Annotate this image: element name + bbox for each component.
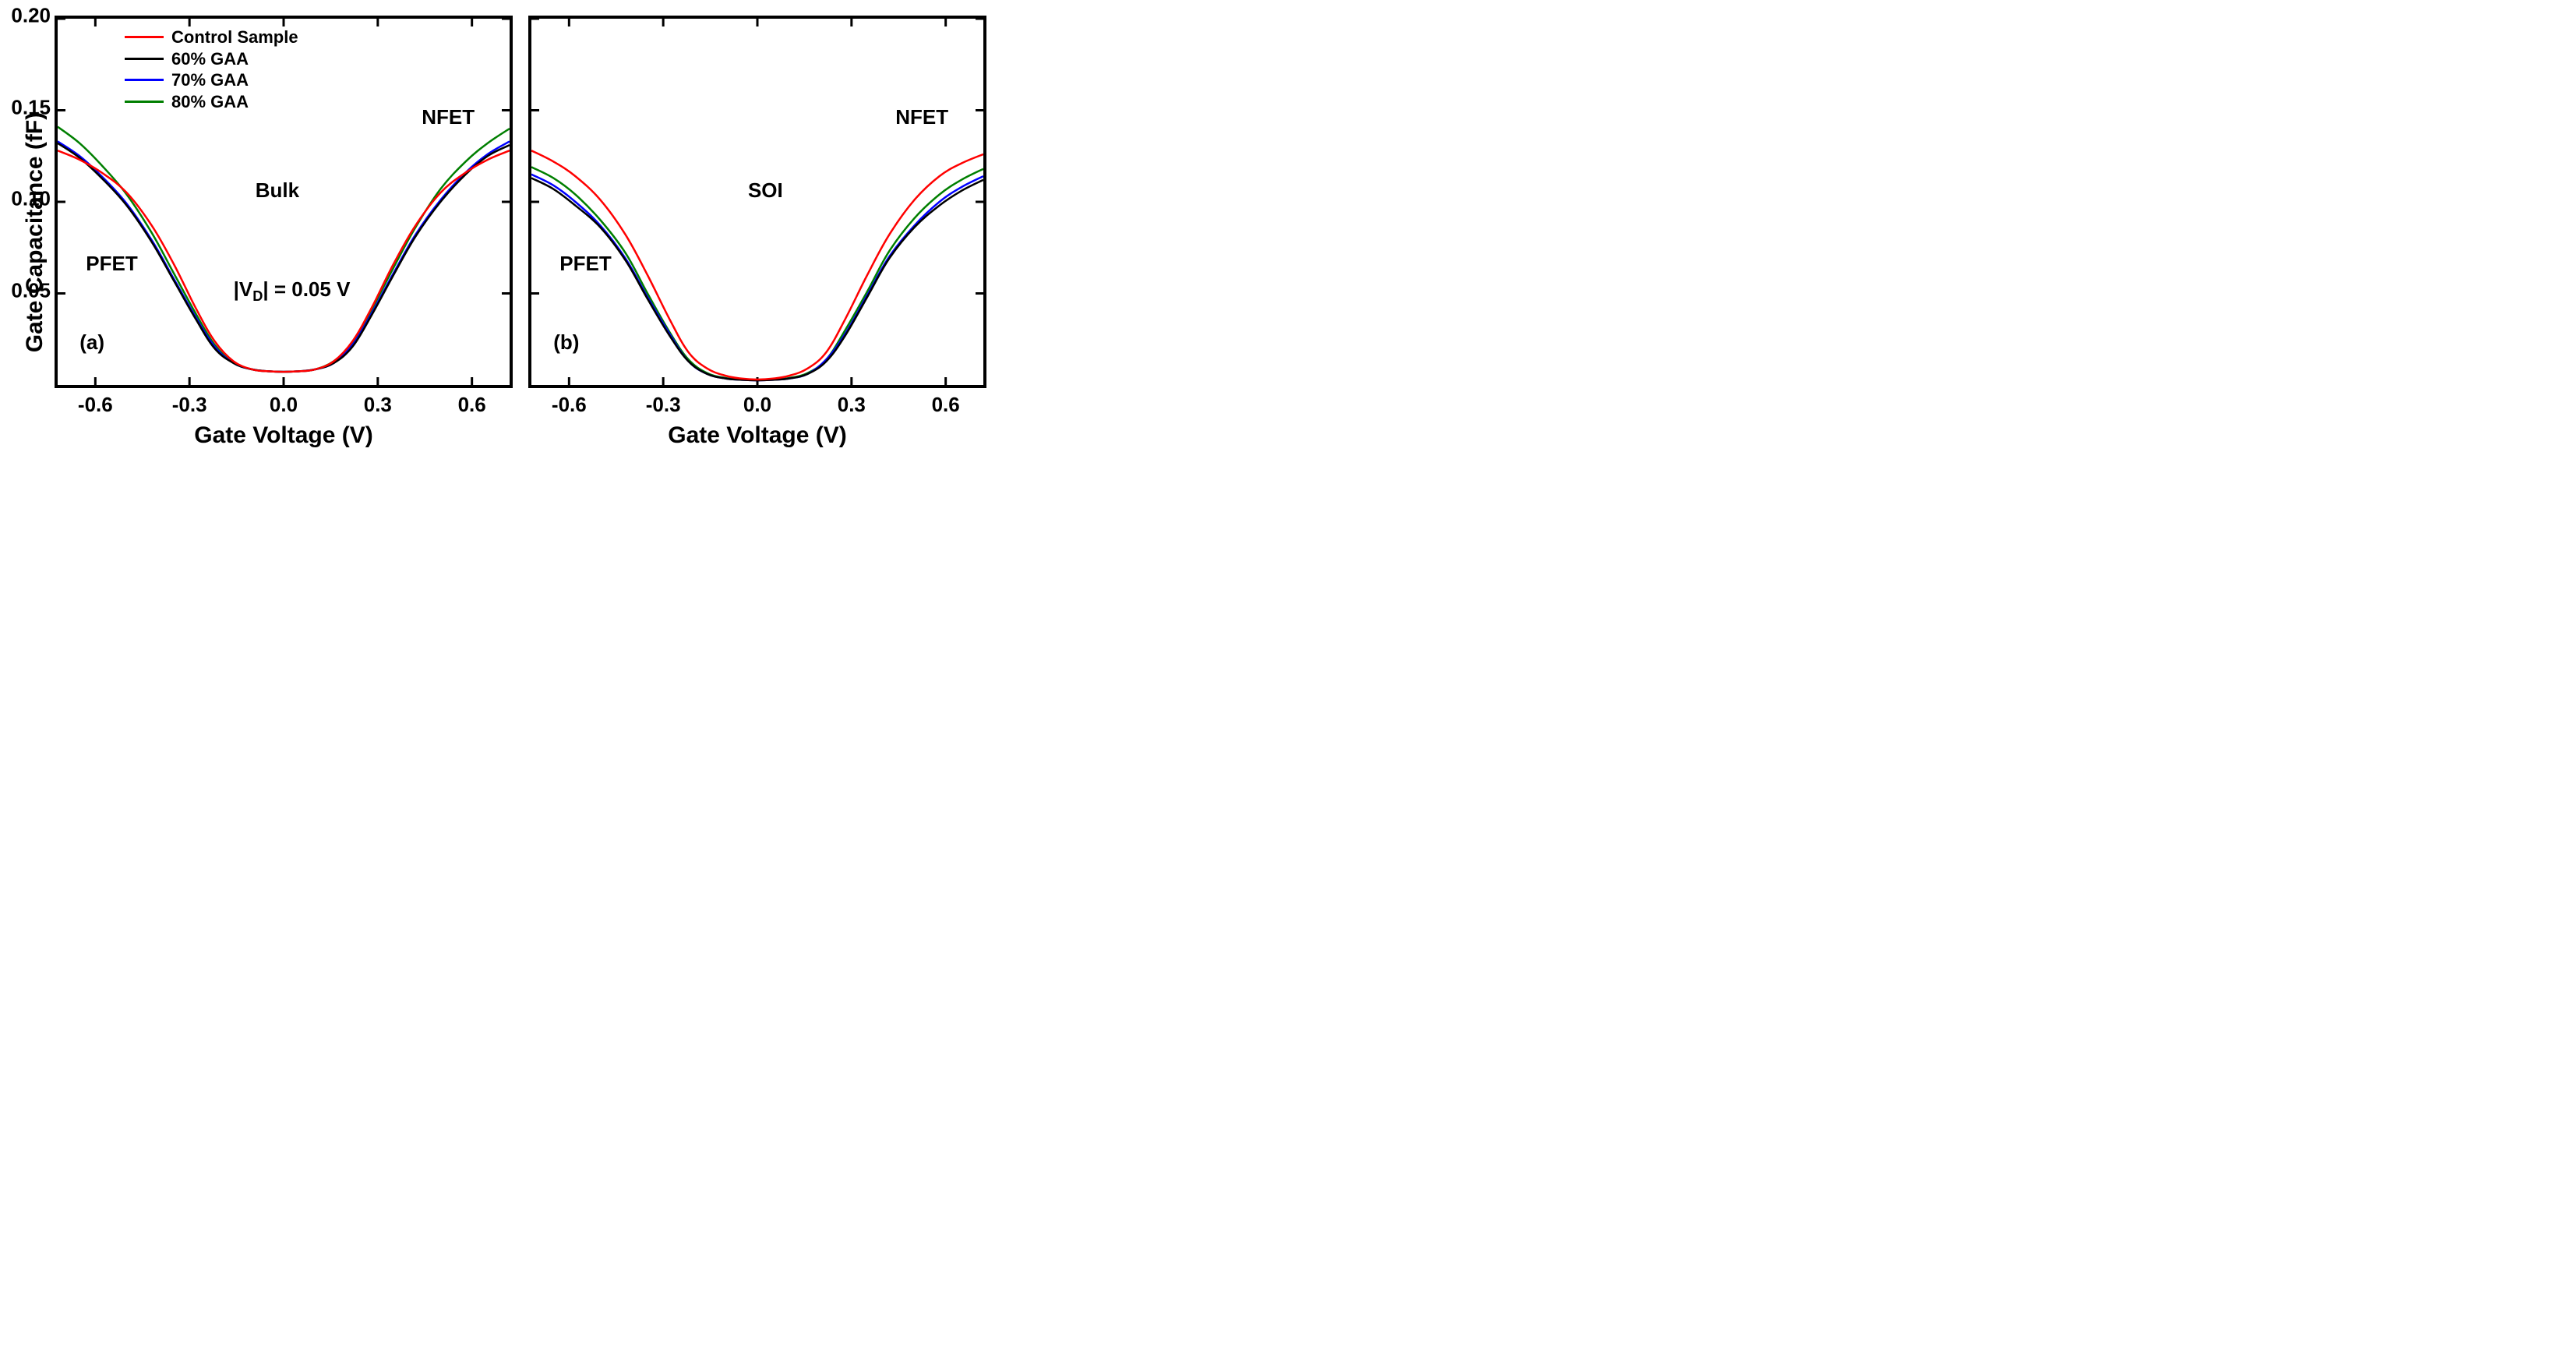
x-ticks: -0.6 -0.3 0.0 0.3 0.6 — [55, 388, 513, 419]
plot-area-a: 0.050.100.150.20Control Sample60% GAA70%… — [55, 16, 513, 388]
x-tick-label: -0.6 — [78, 393, 113, 417]
legend: Control Sample60% GAA70% GAA80% GAA — [125, 26, 298, 112]
annot-tag: (b) — [553, 330, 579, 355]
legend-swatch — [125, 58, 164, 60]
panels-container: 0.050.100.150.20Control Sample60% GAA70%… — [55, 16, 986, 449]
x-tick-label: 0.3 — [838, 393, 866, 417]
annot-pfet: PFET — [559, 252, 611, 276]
legend-swatch — [125, 101, 164, 103]
series-gaa80 — [58, 127, 510, 372]
x-tick-label: 0.0 — [270, 393, 298, 417]
panel-b: PFET NFET SOI (b) -0.6 -0.3 0.0 0.3 0.6 Gate Volt… — [528, 16, 986, 449]
legend-swatch — [125, 36, 164, 38]
figure: Gate Capacitance (fF) 0.050.100.150.20Co… — [16, 16, 2560, 449]
plot-area-b: PFET NFET SOI (b) — [528, 16, 986, 388]
legend-label: Control Sample — [171, 26, 298, 48]
annot-nfet: NFET — [422, 105, 475, 129]
legend-item: Control Sample — [125, 26, 298, 48]
panel-a: 0.050.100.150.20Control Sample60% GAA70%… — [55, 16, 513, 449]
x-tick-label: 0.3 — [364, 393, 392, 417]
series-gaa70 — [531, 175, 983, 380]
legend-label: 70% GAA — [171, 69, 249, 91]
y-tick-label: 0.10 — [0, 187, 51, 211]
legend-label: 80% GAA — [171, 91, 249, 113]
x-tick-label: -0.6 — [552, 393, 587, 417]
x-tick-label: 0.0 — [743, 393, 771, 417]
y-ticks: 0.050.100.150.20 — [0, 16, 51, 388]
x-tick-label: 0.6 — [458, 393, 486, 417]
y-tick-label: 0.05 — [0, 278, 51, 302]
annot-subtitle: SOI — [748, 178, 783, 203]
annot-nfet: NFET — [895, 105, 948, 129]
series-gaa60 — [531, 178, 983, 380]
x-axis-label: Gate Voltage (V) — [55, 422, 513, 449]
legend-item: 80% GAA — [125, 91, 298, 113]
y-tick-label: 0.15 — [0, 95, 51, 119]
x-ticks: -0.6 -0.3 0.0 0.3 0.6 — [528, 388, 986, 419]
legend-item: 60% GAA — [125, 48, 298, 70]
y-tick-label: 0.20 — [0, 4, 51, 28]
x-tick-label: -0.3 — [646, 393, 681, 417]
annot-subtitle: Bulk — [256, 178, 299, 203]
annot-tag: (a) — [79, 330, 104, 355]
legend-label: 60% GAA — [171, 48, 249, 70]
x-tick-label: -0.3 — [172, 393, 207, 417]
legend-swatch — [125, 79, 164, 81]
legend-item: 70% GAA — [125, 69, 298, 91]
annot-condition: |VD| = 0.05 V — [234, 277, 351, 305]
x-axis-label: Gate Voltage (V) — [528, 422, 986, 449]
x-tick-label: 0.6 — [932, 393, 960, 417]
annot-pfet: PFET — [86, 252, 137, 276]
